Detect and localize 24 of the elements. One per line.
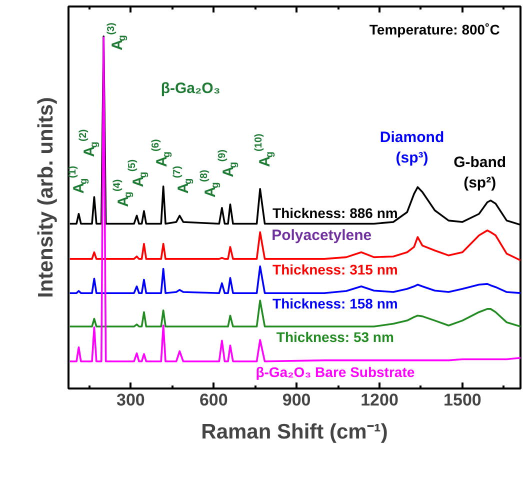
x-tick-label: 600 (199, 390, 228, 410)
x-tick-label: 1500 (444, 390, 482, 410)
x-axis-title: Raman Shift (cm⁻¹) (201, 420, 388, 444)
x-tick-label: 1200 (360, 390, 398, 410)
series-label: Thickness: 315 nm (272, 262, 398, 278)
annotation: β-Ga₂O₃ (160, 80, 220, 98)
series-label: Thickness: 53 nm (276, 329, 394, 346)
annotation: Ag(7) (172, 166, 194, 194)
annotation: Ag(3) (106, 22, 128, 50)
x-tick-label: 300 (116, 390, 145, 410)
y-axis-title: Intensity (arb. units) (34, 97, 58, 298)
annotation: G-band (sp²) (454, 154, 506, 192)
series-label: Thickness: 158 nm (272, 296, 398, 312)
annotation: Polyacetylene (272, 227, 372, 244)
annotation: Ag(10) (254, 134, 276, 167)
annotation: Ag(1) (67, 166, 90, 194)
series-label: β-Ga₂O₃ Bare Substrate (256, 364, 415, 380)
annotation: Temperature: 800˚C (369, 21, 500, 38)
series-label: Thickness: 886 nm (272, 205, 398, 222)
annotation: Diamond (sp³) (380, 129, 444, 167)
x-tick-label: 900 (282, 390, 311, 410)
annotation: Ag(2) (78, 129, 100, 158)
annotation: Ag(6) (150, 139, 173, 167)
annotation: Ag(5) (127, 159, 150, 188)
